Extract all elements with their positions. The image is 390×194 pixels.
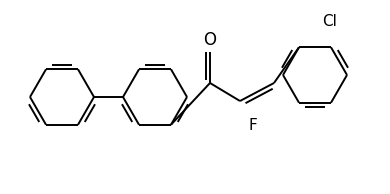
Text: O: O — [204, 31, 216, 49]
Text: Cl: Cl — [323, 15, 337, 29]
Text: F: F — [249, 119, 257, 133]
